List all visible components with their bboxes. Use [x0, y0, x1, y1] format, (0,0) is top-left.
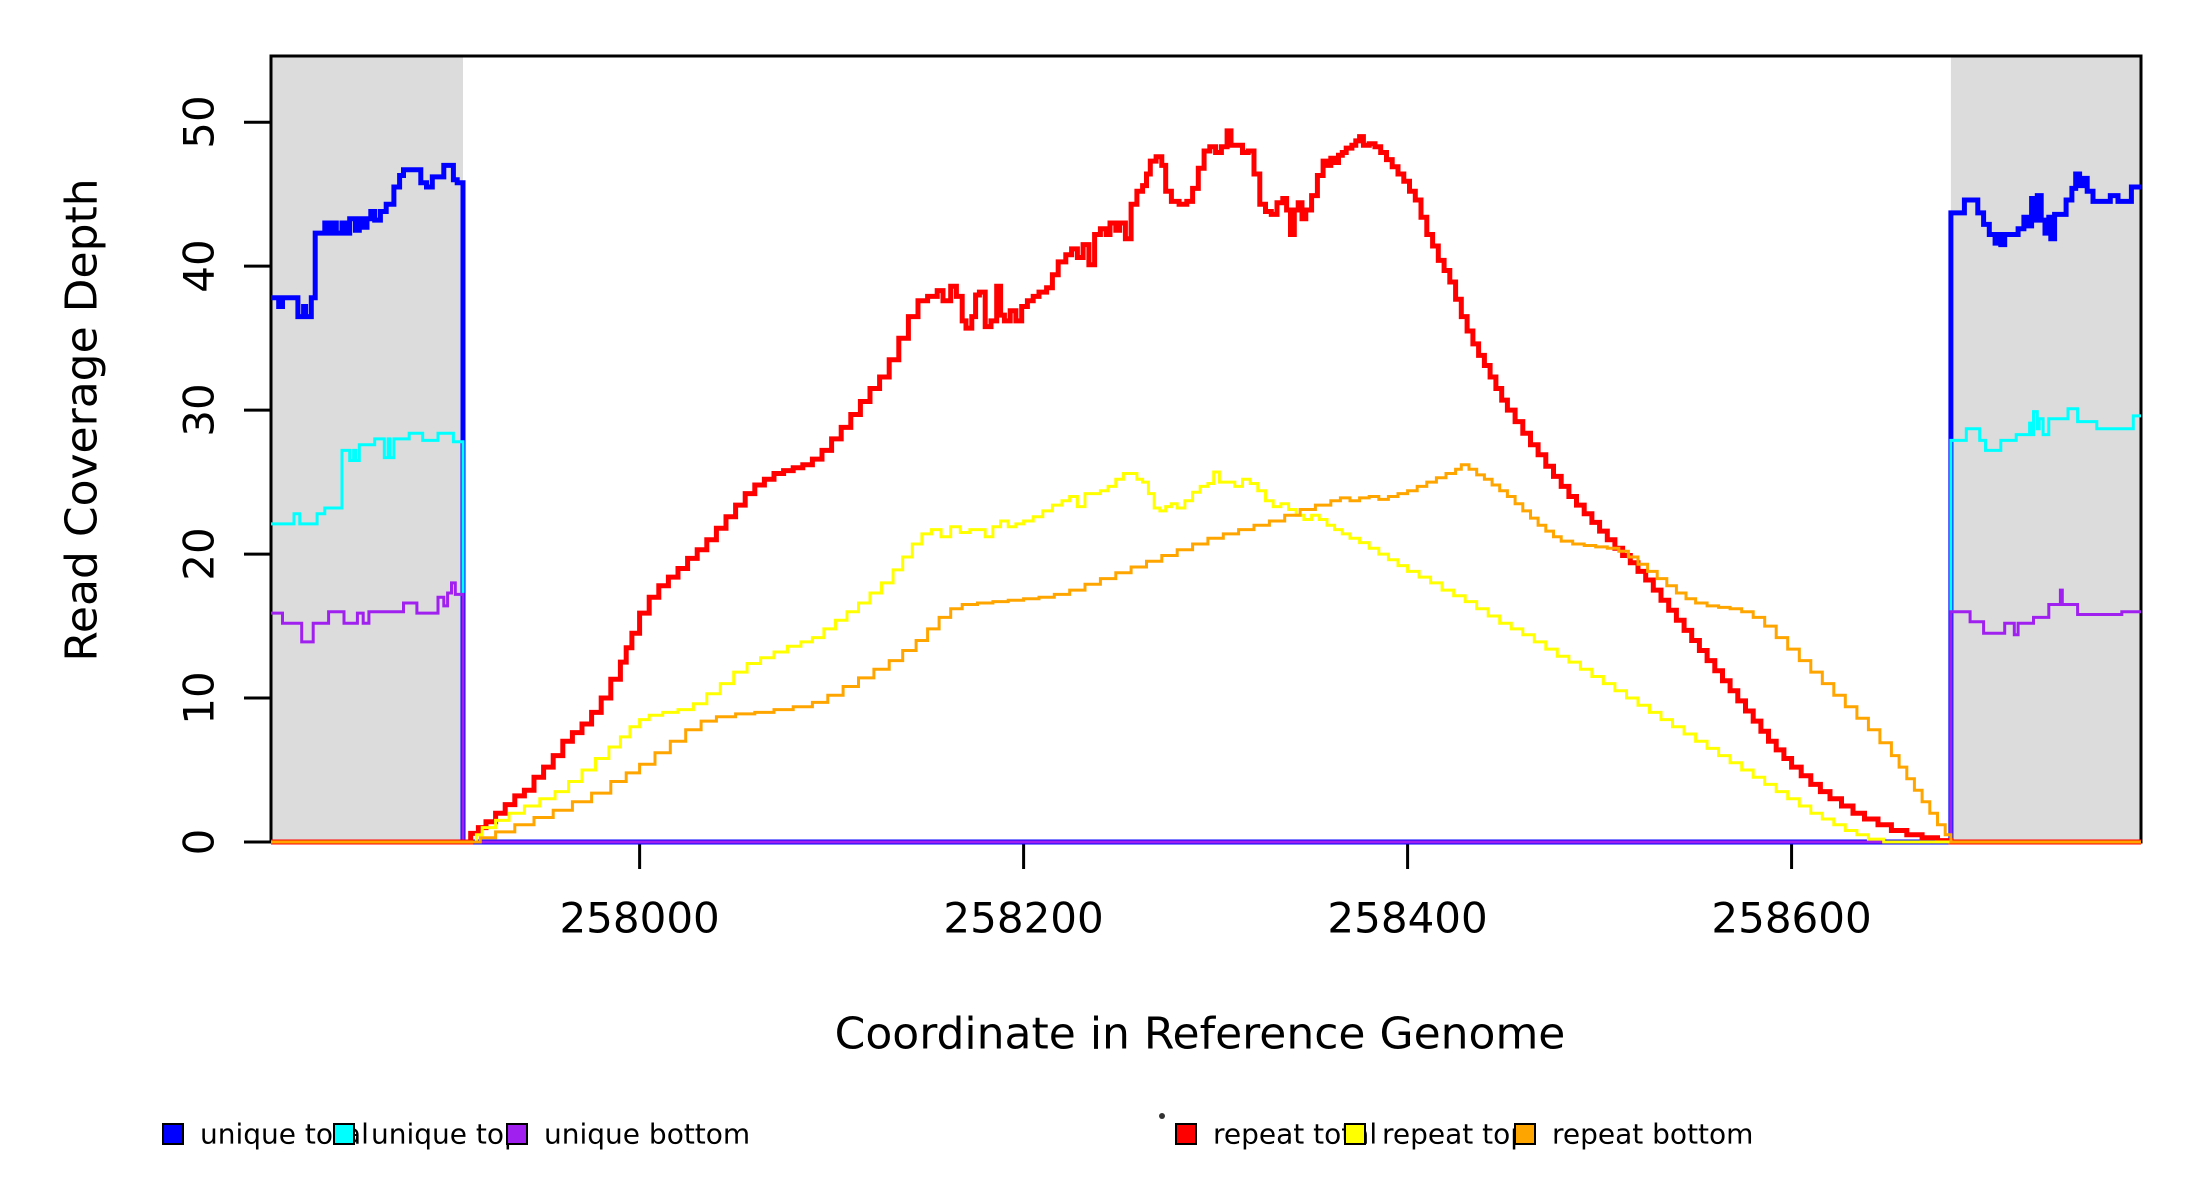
legend-swatch-repeat-top: [1344, 1123, 1366, 1145]
y-axis-title: Read Coverage Depth: [56, 178, 108, 662]
y-tick-label: 30: [174, 383, 224, 437]
legend-swatch-repeat-total: [1175, 1123, 1197, 1145]
legend-swatch-repeat-bottom: [1514, 1123, 1536, 1145]
x-axis-title: Coordinate in Reference Genome: [834, 1008, 1566, 1060]
plot-border: [269, 54, 2143, 844]
series-unique-bottom: [271, 581, 2141, 844]
legend-swatch-unique-total: [162, 1123, 184, 1145]
legend-label-unique-top: unique top: [371, 1117, 522, 1151]
x-tick-label: 258400: [1327, 893, 1488, 943]
legend-label-repeat-bottom: repeat bottom: [1552, 1117, 1754, 1151]
y-tick-label: 50: [174, 95, 224, 149]
y-tick-label: 20: [174, 527, 224, 581]
x-tick-label: 258000: [559, 893, 720, 943]
legend-swatch-unique-bottom: [506, 1123, 528, 1145]
legend-label-unique-bottom: unique bottom: [544, 1117, 751, 1151]
series-repeat-total: [271, 128, 2141, 845]
x-tick-label: 258200: [943, 893, 1104, 943]
y-tick-label: 0: [174, 828, 224, 856]
shaded-region-band: [1950, 57, 2141, 841]
y-tick-label: 10: [174, 671, 224, 725]
x-tick-label: 258600: [1711, 893, 1872, 943]
legend-swatch-unique-top: [333, 1123, 355, 1145]
series-repeat-bottom: [271, 463, 2141, 844]
series-repeat-top: [271, 470, 2141, 844]
series-unique-total: [271, 162, 2141, 845]
stray-dot: [1159, 1113, 1165, 1119]
y-tick-label: 40: [174, 239, 224, 293]
legend-label-repeat-top: repeat top: [1382, 1117, 1529, 1151]
series-unique-top: [271, 407, 2141, 844]
